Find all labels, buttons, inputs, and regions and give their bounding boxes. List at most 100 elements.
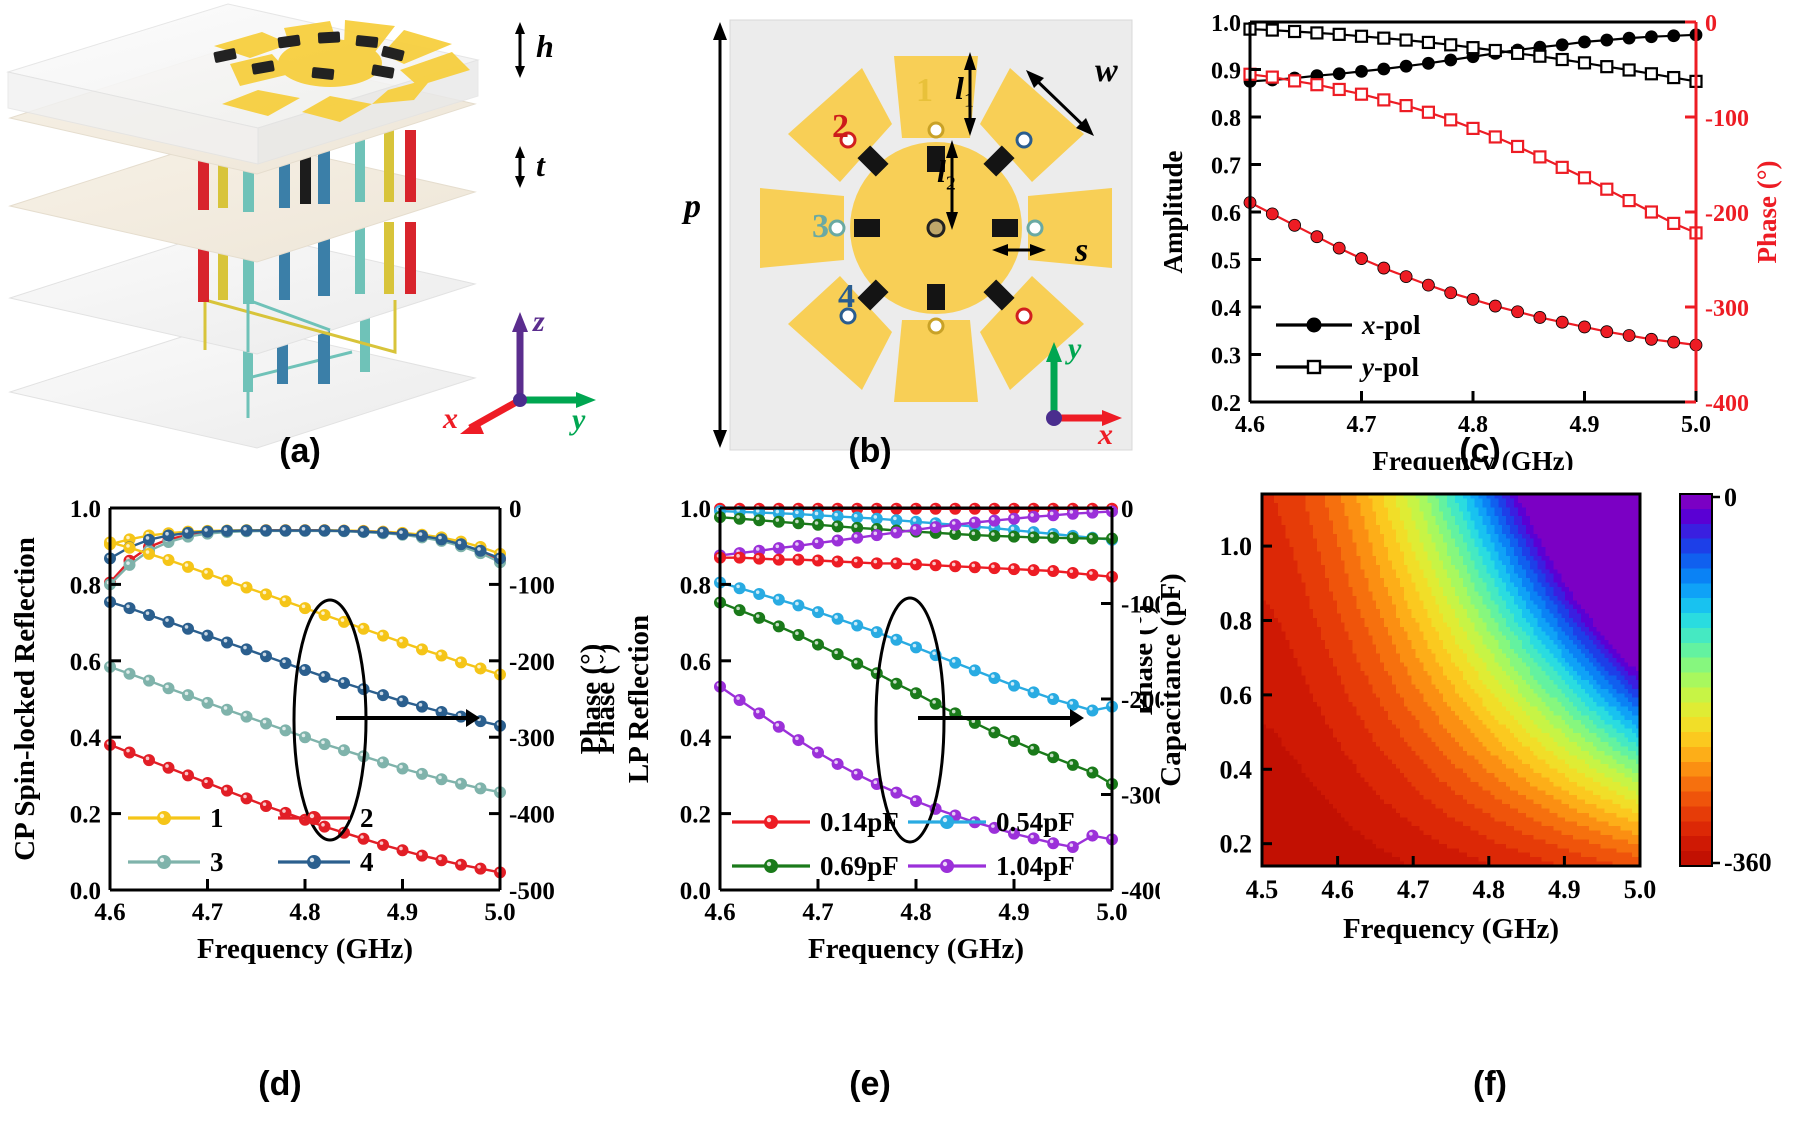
data-point-highlight [262, 590, 267, 595]
data-point [910, 523, 922, 536]
x-tick-label: 4.5 [1246, 875, 1279, 904]
data-point-highlight [477, 664, 481, 669]
data-point-highlight [755, 555, 760, 559]
data-point-highlight [379, 691, 384, 696]
dimension-t-label: t [536, 147, 545, 183]
data-point-highlight [755, 614, 760, 618]
data-point [1421, 278, 1435, 292]
data-point [772, 553, 785, 566]
data-point [831, 555, 844, 568]
data-point [851, 619, 864, 632]
panel-b: p w s l1 l2 1 2 3 4 y x [600, 0, 1140, 470]
data-point [1533, 49, 1547, 63]
data-point-highlight [204, 631, 208, 636]
data-point [455, 656, 467, 669]
data-point [474, 544, 487, 557]
data-point [299, 663, 311, 676]
data-point [831, 534, 844, 547]
data-point-highlight [853, 621, 858, 626]
data-point [123, 558, 136, 571]
dimension-p-label: p [684, 188, 701, 225]
data-point-highlight [971, 563, 976, 568]
data-point-highlight [1049, 839, 1054, 844]
data-point [1667, 335, 1681, 349]
y2-tick-label: -100 [1121, 592, 1160, 619]
data-point [1288, 74, 1302, 88]
data-point-highlight [834, 760, 838, 764]
data-point-highlight [873, 559, 878, 564]
data-point-highlight [204, 528, 208, 532]
data-point-highlight [991, 674, 995, 678]
data-point [435, 533, 448, 546]
data-point-highlight [1069, 534, 1074, 539]
y-tick-label: 0.6 [1211, 201, 1241, 227]
dimension-h [515, 22, 525, 78]
data-point-highlight [991, 728, 995, 733]
legend-label: 0.14pF [820, 807, 899, 837]
data-point [910, 558, 922, 571]
dimension-w-label: w [1095, 52, 1118, 89]
data-point [1086, 704, 1099, 717]
y-tick-label: 0.4 [1220, 755, 1253, 784]
data-point [1377, 31, 1391, 45]
data-point-highlight [243, 526, 247, 531]
x-tick-label: 4.6 [94, 899, 125, 926]
via-group-middle [198, 222, 416, 354]
data-point-highlight [1030, 566, 1034, 571]
axis-label-y-a: y [572, 403, 586, 436]
data-point [1466, 121, 1480, 136]
data-point-highlight [282, 526, 286, 531]
data-point [123, 541, 136, 554]
data-point [890, 514, 903, 527]
data-point [1466, 41, 1480, 55]
data-point [1047, 693, 1060, 705]
data-point [416, 767, 428, 780]
x-tick-label: 5.0 [1681, 412, 1711, 438]
data-point [221, 703, 233, 716]
data-point [1399, 33, 1413, 47]
data-point-highlight [912, 526, 917, 530]
y-axis-label: Capacitance (pF) [1155, 573, 1187, 786]
data-point [1488, 43, 1502, 58]
data-point [1622, 194, 1636, 208]
data-point-highlight [321, 611, 325, 615]
axis-label-x-a: x [443, 402, 458, 435]
data-point [123, 602, 136, 615]
data-point-highlight [165, 531, 169, 536]
data-point-highlight [755, 709, 760, 714]
y2-axis-label: Phase (°) [575, 644, 607, 755]
data-point-highlight [1010, 515, 1015, 519]
data-point [812, 518, 824, 531]
data-point [377, 689, 389, 702]
data-point [396, 527, 409, 540]
data-point [123, 746, 136, 759]
data-point [1377, 62, 1391, 76]
data-point-highlight [126, 748, 130, 753]
data-point-highlight [736, 696, 740, 700]
data-point-highlight [477, 784, 481, 789]
data-point-highlight [775, 596, 780, 600]
y-axis-label: LP Reflection [623, 615, 655, 783]
data-point [831, 510, 844, 523]
data-point [1399, 98, 1413, 113]
data-point [201, 567, 214, 580]
data-point [1354, 87, 1369, 101]
data-point [1488, 299, 1502, 313]
data-point-highlight [1049, 534, 1054, 538]
data-point [1354, 29, 1369, 43]
data-point-highlight [932, 561, 936, 566]
data-point-highlight [795, 631, 799, 636]
data-point [1047, 565, 1060, 578]
data-point-highlight [126, 561, 130, 565]
data-point-highlight [184, 771, 189, 776]
data-point [1444, 53, 1458, 67]
data-point-highlight [1010, 533, 1015, 537]
data-point [851, 531, 864, 544]
data-point [474, 862, 487, 875]
data-point [377, 526, 389, 539]
data-point-highlight [853, 660, 858, 664]
data-point [1027, 743, 1040, 756]
data-point-highlight [321, 673, 325, 677]
data-point [240, 710, 253, 723]
data-point-highlight [912, 518, 917, 522]
